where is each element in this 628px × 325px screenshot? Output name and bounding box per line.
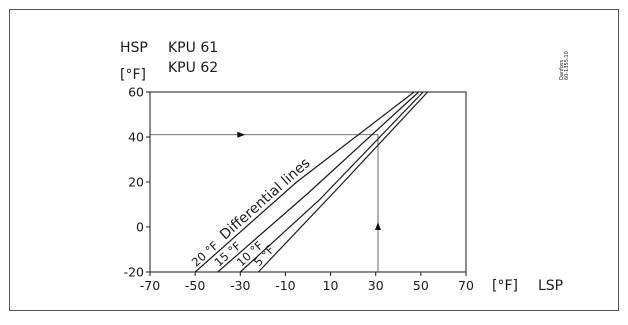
arrow-right-icon <box>237 131 246 138</box>
stamp-line-2: 60-1355.10 <box>564 51 570 80</box>
y-title: HSP <box>120 40 148 56</box>
y-axis-ticks: -20 0 20 40 60 <box>124 85 150 280</box>
y-tick-label: 0 <box>136 220 144 235</box>
example-lines <box>150 131 381 272</box>
y-tick-label: 40 <box>128 130 144 145</box>
differential-line <box>194 91 415 273</box>
x-unit: [°F] <box>492 278 518 294</box>
y-unit: [°F] <box>120 67 146 83</box>
stamp-line-1: Danfoss <box>559 59 565 80</box>
x-tick-label: -50 <box>185 278 205 293</box>
series-labels: 20 °F15 °F10 °F5 °F <box>189 238 277 269</box>
x-tick-label: -10 <box>275 278 295 293</box>
x-tick-label: 30 <box>368 278 384 293</box>
arrow-up-icon <box>374 222 381 230</box>
y-tick-label: 20 <box>128 175 144 190</box>
differential-line <box>239 91 424 273</box>
x-tick-label: -30 <box>230 278 250 293</box>
x-axis-label: LSP <box>538 278 563 294</box>
series-lines <box>194 91 429 273</box>
x-axis-ticks: -70 -50 -30 -10 10 30 50 70 <box>140 272 474 293</box>
x-tick-label: 50 <box>413 278 429 293</box>
x-tick-label: 70 <box>458 278 474 293</box>
y-tick-label: 60 <box>128 85 144 100</box>
outer-border <box>9 9 619 311</box>
y-tick-label: -20 <box>124 265 144 280</box>
x-tick-label: 10 <box>323 278 339 293</box>
differential-line <box>217 91 420 273</box>
model-label-1: KPU 61 <box>168 40 218 56</box>
differential-line <box>257 91 429 273</box>
x-tick-label: -70 <box>140 278 160 293</box>
plot-area <box>149 91 467 273</box>
stamp: Danfoss 60-1355.10 <box>559 51 570 80</box>
model-label-2: KPU 62 <box>168 60 218 76</box>
